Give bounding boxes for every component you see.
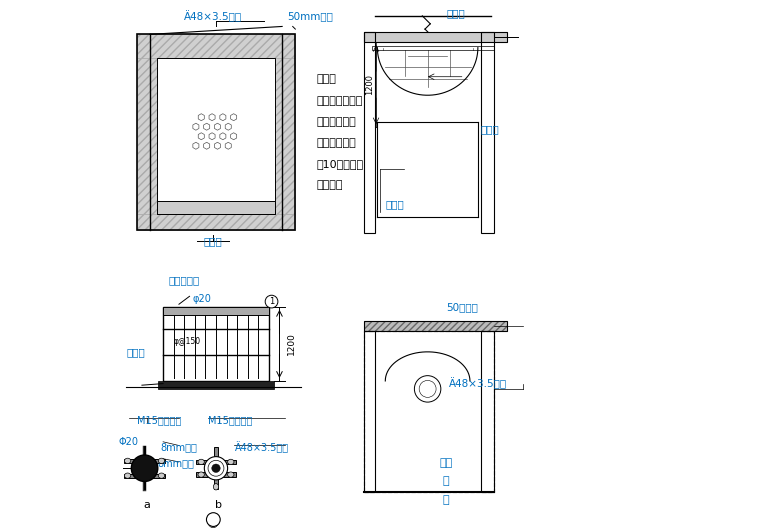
Bar (480, 32, 494, 233)
Text: M15膨胀螺栓: M15膨胀螺栓 (137, 415, 181, 426)
Ellipse shape (214, 484, 219, 490)
Text: 1200: 1200 (287, 332, 296, 355)
Text: 8mm钉板: 8mm钉板 (160, 442, 198, 452)
Ellipse shape (198, 472, 204, 477)
Ellipse shape (228, 459, 234, 464)
Ellipse shape (158, 473, 165, 478)
Ellipse shape (125, 458, 131, 463)
Bar (137, 58, 157, 214)
Text: 施工层: 施工层 (446, 8, 465, 18)
Bar (163, 307, 269, 315)
Circle shape (208, 460, 224, 476)
Text: 50mm间隙: 50mm间隙 (287, 11, 334, 21)
Bar (214, 447, 218, 489)
Bar (157, 201, 275, 214)
Bar (125, 473, 165, 478)
Text: Φ20: Φ20 (118, 437, 138, 447)
Bar (275, 58, 296, 214)
Bar (137, 35, 296, 230)
Text: Ä48×3.5钉管: Ä48×3.5钉管 (449, 378, 507, 389)
Bar (196, 460, 236, 464)
Text: 1: 1 (269, 297, 274, 306)
Circle shape (414, 376, 441, 402)
Text: 井: 井 (443, 477, 449, 486)
Text: 防护门: 防护门 (385, 199, 404, 209)
Circle shape (131, 455, 158, 481)
Bar (372, 46, 494, 50)
Circle shape (204, 456, 228, 480)
Text: 于10米）设一: 于10米）设一 (316, 159, 363, 169)
Text: a: a (144, 500, 150, 510)
Bar (157, 58, 275, 214)
Text: M15膨胀螺栓: M15膨胀螺栓 (208, 415, 252, 426)
Text: 电梯: 电梯 (439, 458, 453, 468)
Bar (125, 459, 165, 463)
Circle shape (207, 513, 220, 527)
Text: 穿脚手架管；: 穿脚手架管； (316, 117, 356, 127)
Ellipse shape (158, 458, 165, 463)
Text: φ@150: φ@150 (173, 337, 201, 346)
Bar (137, 214, 296, 230)
Text: 防护门: 防护门 (204, 236, 223, 246)
Text: φ20: φ20 (192, 294, 211, 304)
Bar (364, 331, 375, 492)
Text: 钉筋铁栅门: 钉筋铁栅门 (169, 276, 200, 286)
Text: 安全网: 安全网 (480, 124, 499, 135)
Bar (196, 472, 236, 477)
Text: 50厚木板: 50厚木板 (446, 302, 478, 312)
Text: Ä48×3.5钉管: Ä48×3.5钉管 (184, 10, 242, 22)
Text: 1200: 1200 (365, 74, 374, 95)
Bar (158, 381, 274, 389)
Bar (364, 32, 507, 43)
Bar (364, 32, 375, 233)
Bar (480, 331, 494, 492)
Circle shape (212, 464, 220, 472)
Text: 道安全网: 道安全网 (316, 180, 343, 190)
Text: ①: ① (207, 517, 220, 531)
Text: 说明：: 说明： (316, 74, 337, 85)
Ellipse shape (198, 459, 204, 464)
Text: 踢脚板: 踢脚板 (126, 347, 145, 357)
Text: 在墙上预留孔，: 在墙上预留孔， (316, 96, 363, 105)
Circle shape (265, 295, 278, 308)
Bar (157, 58, 275, 214)
Circle shape (420, 380, 436, 397)
Bar (364, 32, 507, 43)
Text: 1: 1 (211, 514, 217, 525)
Ellipse shape (125, 473, 131, 478)
Bar (163, 307, 269, 381)
Text: 坑: 坑 (443, 495, 449, 505)
Bar (364, 331, 494, 492)
Bar (364, 321, 507, 331)
Text: 每二层（不大: 每二层（不大 (316, 138, 356, 148)
Text: b: b (215, 500, 222, 510)
Ellipse shape (228, 472, 234, 477)
Text: Ä48×3.5钉管: Ä48×3.5钉管 (235, 441, 289, 453)
Bar (364, 321, 507, 331)
Bar (137, 35, 296, 58)
Text: 8mm钉板: 8mm钉板 (158, 458, 195, 468)
